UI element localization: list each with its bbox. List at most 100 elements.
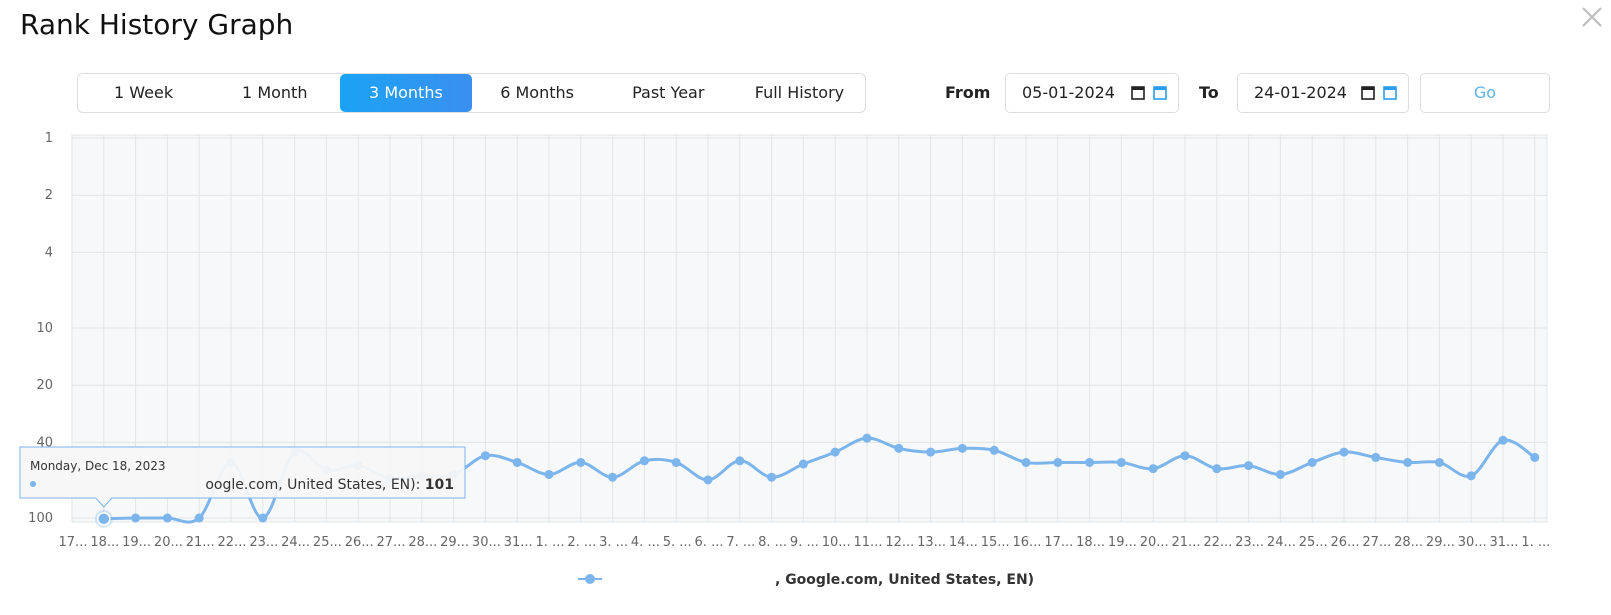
data-point [671, 457, 681, 467]
x-tick-label: 1. ... [536, 535, 565, 550]
x-tick-label: 17... [1044, 535, 1073, 550]
data-point [1148, 464, 1158, 474]
x-tick-label: 3. ... [599, 535, 628, 550]
range-tab[interactable]: 1 Month [242, 83, 308, 102]
tooltip-marker [30, 481, 36, 487]
x-tick-label: 4. ... [631, 535, 660, 550]
data-point [989, 445, 999, 455]
data-point [1085, 457, 1095, 467]
y-tick-label: 2 [45, 188, 53, 203]
range-tab[interactable]: 1 Week [114, 83, 174, 102]
calendar-icons [1361, 86, 1397, 100]
x-tick-label: 21... [186, 535, 215, 550]
x-tick-label: 10... [822, 535, 851, 550]
data-point [1212, 464, 1222, 474]
x-tick-label: 2. ... [567, 535, 596, 550]
hover-point [97, 512, 111, 526]
data-point [1403, 457, 1413, 467]
x-tick-label: 25... [1299, 535, 1328, 550]
range-tab[interactable]: Full History [754, 83, 845, 102]
data-point [1466, 471, 1476, 481]
x-tick-label: 29... [440, 535, 469, 550]
data-point [1530, 452, 1540, 462]
data-point [830, 447, 840, 457]
y-tick-label: 10 [36, 321, 53, 336]
y-tick-label: 100 [28, 511, 53, 526]
x-tick-label: 25... [313, 535, 342, 550]
data-point [131, 513, 141, 523]
data-point [735, 456, 745, 466]
x-tick-label: 24... [281, 535, 310, 550]
x-tick-label: 31... [1490, 535, 1519, 550]
x-tick-label: 29... [1426, 535, 1455, 550]
range-tab[interactable]: Past Year [632, 83, 705, 102]
x-tick-label: 19... [1108, 535, 1137, 550]
x-tick-label: 22... [1203, 535, 1232, 550]
to-date[interactable]: 24-01-2024 [1237, 73, 1409, 113]
data-point [194, 513, 204, 523]
x-tick-label: 18... [90, 535, 119, 550]
x-tick-label: 26... [1331, 535, 1360, 550]
data-point [639, 456, 649, 466]
x-tick-label: 30... [472, 535, 501, 550]
x-tick-label: 15... [981, 535, 1010, 550]
x-tick-label: 12... [885, 535, 914, 550]
data-point [1371, 452, 1381, 462]
x-tick-label: 9. ... [790, 535, 819, 550]
data-point [862, 433, 872, 443]
y-tick-label: 1 [45, 131, 53, 146]
tooltip-text: oogle.com, United States, EN): 101 [205, 477, 454, 493]
tooltip-value: 101 [425, 477, 454, 493]
data-point [1244, 461, 1254, 471]
range-tabs: 1 Week 1 Month 3 Months 6 Months Past Year Fu… [77, 73, 866, 113]
x-tick-label: 20... [154, 535, 183, 550]
x-tick-label: 31... [504, 535, 533, 550]
go-button[interactable]: Go [1420, 73, 1550, 113]
data-point [162, 513, 172, 523]
calendar-icons [1131, 86, 1167, 100]
range-tab[interactable]: 3 Months [340, 74, 472, 112]
x-tick-label: 1. ... [1521, 535, 1550, 550]
data-point [512, 457, 522, 467]
to-label: To [1199, 83, 1219, 102]
x-tick-label: 23... [249, 535, 278, 550]
from-date-value: 05-01-2024 [1022, 83, 1115, 102]
data-point [926, 447, 936, 457]
data-point [258, 513, 268, 523]
range-tab[interactable]: 6 Months [500, 83, 574, 102]
close-button[interactable] [1581, 6, 1603, 28]
data-point [1339, 447, 1349, 457]
data-point [703, 475, 713, 485]
data-point [1180, 451, 1190, 461]
x-tick-label: 13... [917, 535, 946, 550]
x-tick-label: 7. ... [726, 535, 755, 550]
data-point [608, 472, 618, 482]
legend-label: , Google.com, United States, EN) [775, 572, 1034, 588]
x-tick-label: 24... [1267, 535, 1296, 550]
data-point [767, 472, 777, 482]
x-tick-label: 19... [122, 535, 151, 550]
data-point [1307, 457, 1317, 467]
x-tick-label: 22... [218, 535, 247, 550]
data-point [480, 451, 490, 461]
x-tick-label: 21... [1172, 535, 1201, 550]
x-tick-label: 30... [1458, 535, 1487, 550]
data-point [894, 443, 904, 453]
x-tick-label: 23... [1235, 535, 1264, 550]
from-date[interactable]: 05-01-2024 [1005, 73, 1179, 113]
tooltip-box [19, 446, 466, 508]
x-tick-label: 28... [408, 535, 437, 550]
y-tick-label: 4 [45, 245, 53, 260]
data-point [1275, 469, 1285, 479]
x-tick-label: 16... [1013, 535, 1042, 550]
x-tick-label: 20... [1140, 535, 1169, 550]
x-tick-label: 26... [345, 535, 374, 550]
data-point [576, 457, 586, 467]
x-tick-label: 14... [949, 535, 978, 550]
y-tick-label: 20 [36, 378, 53, 393]
tooltip-date: Monday, Dec 18, 2023 [30, 459, 165, 473]
data-point [1498, 435, 1508, 445]
data-point [1434, 457, 1444, 467]
